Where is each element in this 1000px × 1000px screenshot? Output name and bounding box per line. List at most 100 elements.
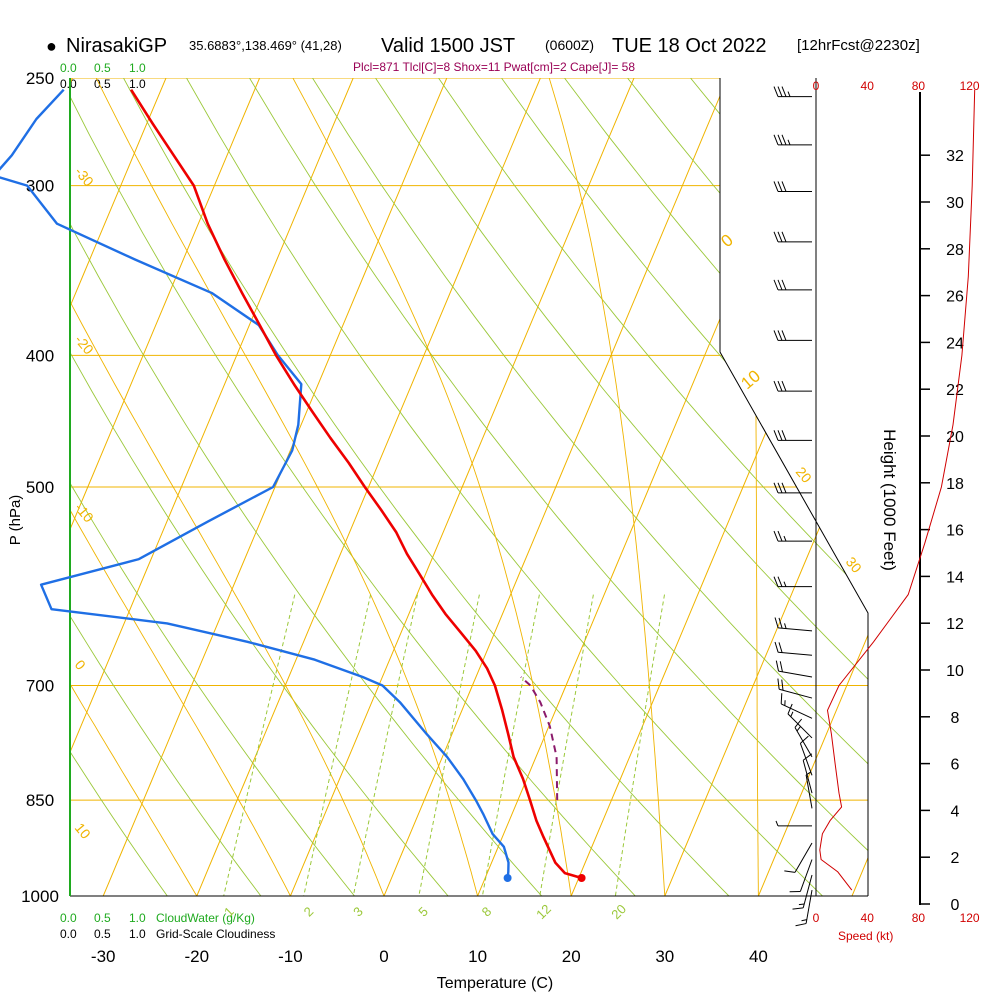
- height-tick-label: 4: [951, 803, 960, 820]
- wind-barb-flag: [773, 380, 779, 392]
- wind-barb-half-flag: [790, 711, 794, 717]
- temperature-tick-label: -10: [278, 947, 303, 966]
- temperature-tick-label: -30: [91, 947, 116, 966]
- wind-barb: [792, 874, 813, 910]
- cloudiness-scale-top-1: 0.5: [94, 77, 111, 91]
- dewpoint-line: [0, 88, 510, 879]
- surface-temperature-point: [577, 874, 586, 882]
- wind-barb-flag: [773, 430, 779, 441]
- wind-barb-flag: [773, 231, 779, 243]
- wind-barb-flag: [784, 870, 796, 873]
- wind-barb-flag: [777, 482, 783, 494]
- wind-barb: [773, 279, 812, 291]
- height-tick-label: 32: [946, 148, 964, 165]
- wind-barb: [773, 482, 812, 494]
- wind-barb-flag: [773, 181, 779, 192]
- wind-barb-flag: [800, 735, 809, 744]
- isotherm-line: [102, 78, 448, 896]
- parcel-path-line: [520, 676, 559, 801]
- height-axis-title: Height (1000 Feet): [880, 429, 899, 571]
- wind-barb-shaft: [778, 651, 813, 656]
- mixing-ratio-line: [303, 594, 372, 896]
- wind-barb-flag: [781, 380, 787, 392]
- moist-adiabat-line: [548, 78, 666, 896]
- wind-barb-flag: [795, 923, 807, 927]
- wind-barb-flag: [777, 86, 783, 97]
- speed-tick-label-bottom: 120: [960, 911, 980, 925]
- cloudwater-scale-bottom-2: 1.0: [129, 911, 146, 925]
- wind-barb: [805, 771, 813, 809]
- wind-barb-flag: [777, 231, 783, 243]
- speed-tick-label-top: 80: [912, 79, 926, 93]
- dry-adiabat-line: [375, 78, 868, 896]
- wind-barb: [773, 231, 812, 243]
- valid-date: TUE 18 Oct 2022: [612, 35, 767, 57]
- wind-barb-flag: [773, 576, 779, 587]
- station-bullet: ●: [46, 36, 57, 56]
- cloudwater-axis-title: CloudWater (g/Kg): [156, 911, 255, 925]
- speed-tick-label-top: 40: [861, 79, 875, 93]
- wind-barb-shaft: [805, 774, 813, 809]
- mixing-ratio-line: [539, 594, 594, 896]
- wind-barb: [777, 678, 813, 699]
- wind-barb: [773, 530, 812, 542]
- dry-adiabat-line: [70, 78, 168, 896]
- isotherm-line: [757, 78, 868, 896]
- height-tick-label: 18: [946, 476, 964, 493]
- isotherm-line: [196, 78, 541, 896]
- wind-barb-flag: [781, 86, 787, 97]
- wind-barb-flag: [777, 380, 783, 392]
- cloudiness-scale-bottom-0: 0.0: [60, 927, 77, 941]
- dry-adiabat-line: [70, 78, 262, 896]
- wind-barb-flag: [781, 430, 787, 441]
- wind-barb: [773, 576, 812, 588]
- temperature-tick-label: 30: [655, 947, 674, 966]
- pressure-tick-label: 300: [26, 177, 54, 196]
- dry-adiabat-line: [438, 78, 868, 896]
- wind-barb-flag: [777, 530, 783, 542]
- wind-barb: [795, 889, 813, 927]
- isotherm-line: [70, 78, 261, 896]
- height-tick-label: 22: [946, 382, 964, 399]
- wind-barb: [773, 330, 812, 341]
- wind-barb-shaft: [805, 889, 813, 924]
- forecast-label: [12hrFcst@2230z]: [797, 37, 920, 54]
- height-tick-label: 8: [951, 710, 960, 727]
- plot-frame: [69, 78, 869, 897]
- wind-barb-flag: [781, 279, 787, 291]
- dry-adiabat-line: [70, 78, 636, 896]
- wind-barb-shaft: [802, 874, 813, 908]
- wind-barb: [773, 430, 812, 441]
- pressure-tick-label: 250: [26, 69, 54, 88]
- height-tick-label: 28: [946, 242, 964, 259]
- wind-barb-flag: [781, 231, 787, 243]
- wind-barb-flag: [773, 279, 779, 291]
- wind-barb-half-flag: [783, 581, 787, 587]
- wind-barb-flag: [777, 678, 780, 690]
- wind-barb: [773, 86, 812, 98]
- mixing-ratio-line: [223, 594, 296, 896]
- wind-barb-flag: [777, 181, 783, 192]
- wind-barb-flag: [781, 679, 784, 691]
- chart-header: ● NirasakiGP 35.6883°,138.469° (41,28) V…: [46, 35, 920, 74]
- surface-dewpoint-point: [503, 874, 512, 882]
- moist-adiabat-line: [70, 78, 385, 896]
- wind-barb-flag: [778, 617, 783, 629]
- wind-barb: [775, 660, 813, 678]
- y-axis-title: P (hPa): [7, 495, 24, 546]
- wind-barb: [780, 693, 813, 719]
- wind-barb-flag: [773, 482, 779, 494]
- wind-barb-flag: [773, 330, 779, 341]
- wind-barb-flag: [773, 530, 779, 542]
- plot-boundary: [719, 78, 869, 896]
- speed-tick-label-bottom: 80: [912, 911, 926, 925]
- moist-adiabat-line: [70, 78, 198, 896]
- height-tick-label: 2: [951, 850, 960, 867]
- wind-barb-flag: [777, 279, 783, 291]
- cloud-scale-top: 0.0 0.5 1.0 0.0 0.5 1.0: [60, 61, 146, 91]
- dry-adiabat-line: [70, 78, 449, 896]
- height-tick-label: 14: [946, 569, 964, 586]
- wind-barb-shaft: [780, 703, 813, 719]
